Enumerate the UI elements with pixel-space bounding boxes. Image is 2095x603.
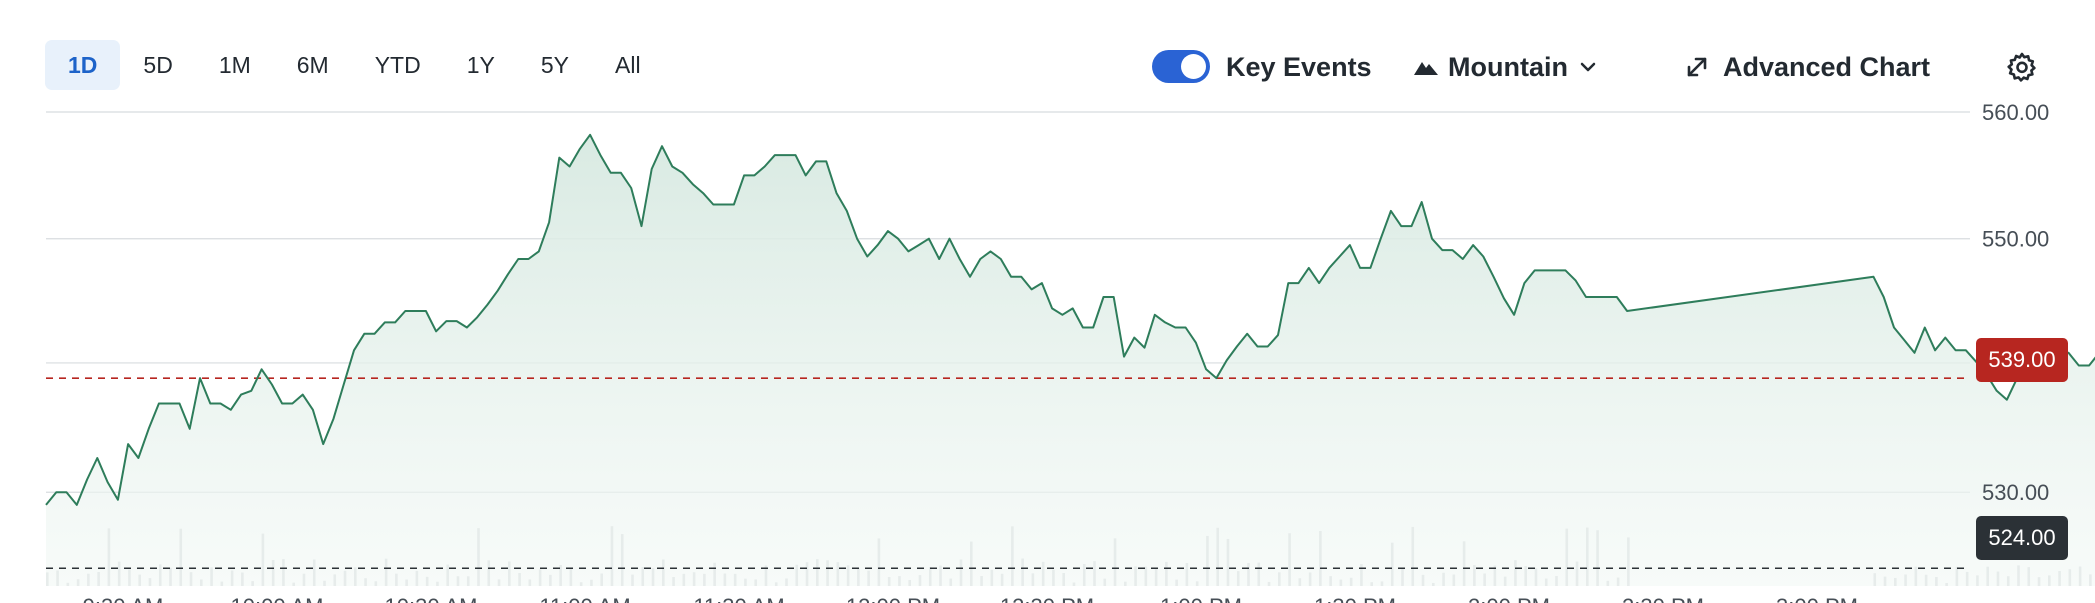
x-axis-labels: 9:30 AM 10:00 AM 10:30 AM 11:00 AM 11:30 AM 1… — [83, 594, 1858, 603]
previous-close-tag: 524.00 — [1976, 516, 2068, 560]
chart-type-label: Mountain — [1448, 51, 1568, 82]
x-tick-label: 11:30 AM — [693, 594, 784, 603]
y-tick-label: 560.00 — [1982, 100, 2049, 125]
chart-type-dropdown[interactable]: Mountain — [1414, 48, 1596, 86]
x-tick-label: 10:30 AM — [385, 594, 478, 603]
x-tick-label: 11:00 AM — [539, 594, 630, 603]
range-tab-5d[interactable]: 5D — [143, 51, 173, 78]
range-tab-1y[interactable]: 1Y — [466, 51, 495, 78]
advanced-chart-label: Advanced Chart — [1723, 51, 1931, 82]
x-tick-label: 2:30 PM — [1622, 594, 1704, 603]
mountain-icon — [1414, 62, 1438, 75]
advanced-chart-button[interactable]: Advanced Chart — [1685, 48, 1930, 86]
range-tab-1d[interactable]: 1D — [45, 40, 121, 90]
range-tab-ytd[interactable]: YTD — [374, 51, 421, 78]
key-events-label[interactable]: Key Events — [1226, 52, 1372, 82]
toggle-knob — [1181, 54, 1206, 79]
chart-toolbar: 1D 5D 1M 6M YTD 1Y 5Y All Key Events Mountain A… — [0, 0, 2095, 100]
range-tab-1m[interactable]: 1M — [218, 51, 251, 78]
x-tick-label: 1:30 PM — [1314, 594, 1396, 603]
y-tick-label: 550.00 — [1982, 227, 2049, 252]
last-price-tag: 539.00 — [1976, 338, 2068, 382]
x-tick-label: 1:00 PM — [1160, 594, 1242, 603]
expand-arrows-icon — [1687, 57, 1707, 77]
x-tick-label: 9:30 AM — [83, 594, 164, 603]
chevron-down-icon — [1580, 62, 1596, 72]
range-tabs: 1D 5D 1M 6M YTD 1Y 5Y All — [45, 40, 664, 90]
x-tick-label: 12:30 PM — [1000, 594, 1094, 603]
y-tick-label: 530.00 — [1982, 480, 2049, 505]
y-axis-labels: 560.00 550.00 530.00 — [1982, 100, 2049, 505]
gear-icon[interactable] — [2006, 51, 2038, 83]
range-tab-5y[interactable]: 5Y — [540, 51, 569, 78]
x-tick-label: 12:00 PM — [846, 594, 940, 603]
price-line — [45, 133, 2095, 506]
x-tick-label: 10:00 AM — [231, 594, 324, 603]
range-tab-6m[interactable]: 6M — [296, 51, 329, 78]
x-tick-label: 3:00 PM — [1776, 594, 1858, 603]
range-tab-all[interactable]: All — [615, 51, 641, 78]
key-events-toggle[interactable] — [1152, 50, 1210, 83]
x-tick-label: 2:00 PM — [1468, 594, 1550, 603]
price-area — [46, 134, 2095, 586]
